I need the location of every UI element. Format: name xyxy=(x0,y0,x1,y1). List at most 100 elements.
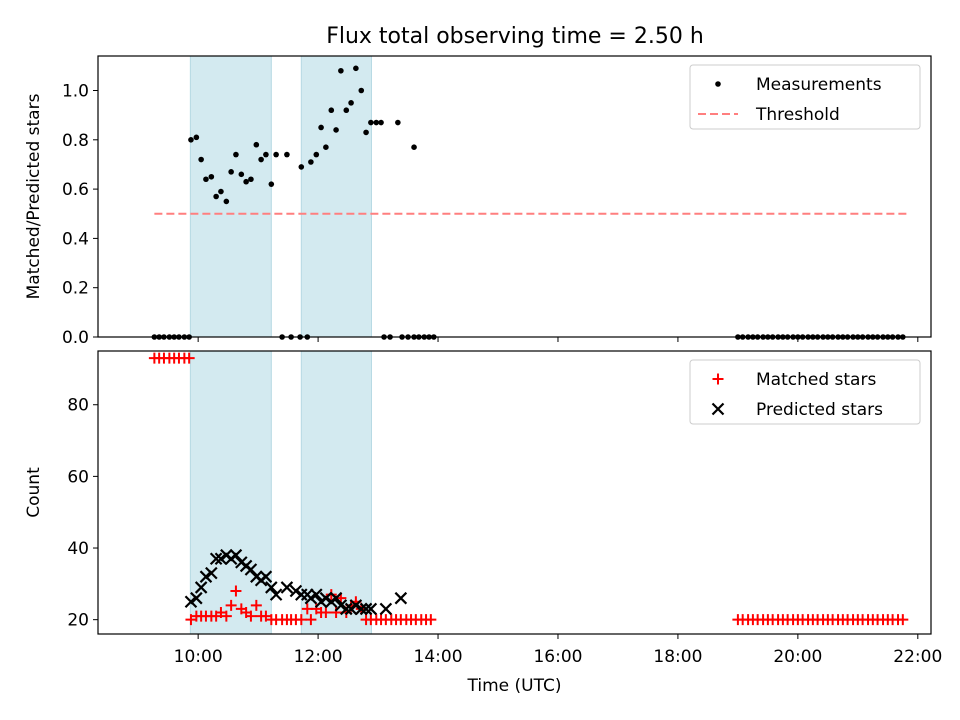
data-point xyxy=(203,176,209,183)
y-tick-label: 20 xyxy=(67,611,89,631)
data-point xyxy=(198,156,204,163)
data-point xyxy=(284,151,290,158)
data-point xyxy=(358,87,365,94)
data-point xyxy=(199,570,213,583)
legend-box xyxy=(689,359,921,425)
data-point xyxy=(263,151,269,158)
data-point xyxy=(244,563,258,576)
legend-label: Threshold xyxy=(755,105,840,125)
data-point xyxy=(411,144,417,151)
data-point xyxy=(245,610,257,622)
data-point xyxy=(373,119,380,126)
data-point xyxy=(364,602,378,616)
data-point xyxy=(229,548,243,562)
data-point xyxy=(218,188,224,195)
data-point xyxy=(194,581,208,594)
data-point xyxy=(273,151,279,158)
data-point xyxy=(318,124,324,131)
data-point xyxy=(378,119,384,126)
axes-frame xyxy=(97,55,932,338)
data-point xyxy=(359,602,373,616)
y-axis-label: Matched/Predicted stars xyxy=(24,93,44,299)
data-point xyxy=(334,599,348,612)
legend: Measurements Threshold xyxy=(689,64,921,130)
shaded-window-2 xyxy=(300,55,372,338)
legend-box xyxy=(689,64,921,130)
x-tick-label: 22:00 xyxy=(893,647,942,667)
data-point xyxy=(329,591,343,605)
y-tick-label: 60 xyxy=(67,467,89,487)
data-point xyxy=(305,614,317,626)
data-point xyxy=(338,67,344,74)
data-point xyxy=(395,119,401,126)
data-point xyxy=(308,159,314,165)
legend-label: Matched stars xyxy=(756,370,876,390)
data-point xyxy=(248,176,254,183)
series-matched-stars xyxy=(148,352,909,626)
x-tick-label: 20:00 xyxy=(773,647,822,667)
data-point xyxy=(183,352,195,364)
bottom-panel: 20 40 60 80 10:00 12:00 14:00 16:00 18:00 20:00 22… xyxy=(24,350,942,696)
data-point xyxy=(348,100,354,106)
data-point xyxy=(243,178,249,185)
y-tick-label: 0.6 xyxy=(62,180,89,200)
data-point xyxy=(230,585,242,597)
top-panel: 0.0 0.2 0.4 0.6 0.8 1.0 Matched/Predicted star… xyxy=(24,55,932,348)
data-point xyxy=(298,164,305,170)
x-axis-label: Time (UTC) xyxy=(467,676,562,696)
data-point xyxy=(349,599,363,612)
shaded-window-1 xyxy=(189,55,272,338)
data-point xyxy=(193,134,200,141)
data-point xyxy=(280,581,294,594)
data-point xyxy=(319,591,333,605)
data-point xyxy=(379,602,393,616)
data-point xyxy=(258,156,264,163)
y-tick-label: 0.8 xyxy=(62,131,89,151)
data-point xyxy=(289,584,303,598)
data-point xyxy=(233,151,239,158)
legend-marker xyxy=(711,402,725,416)
x-tick-label: 16:00 xyxy=(533,647,582,667)
data-point xyxy=(208,173,215,180)
data-point xyxy=(259,570,273,583)
data-point xyxy=(368,119,374,126)
x-tick-label: 10:00 xyxy=(174,647,223,667)
y-tick-label: 40 xyxy=(67,539,89,559)
y-tick-label: 1.0 xyxy=(62,82,89,102)
legend: Matched stars Predicted stars xyxy=(689,359,921,425)
data-point xyxy=(394,591,408,605)
data-point xyxy=(190,591,203,605)
series-predicted-stars xyxy=(184,548,408,616)
data-point xyxy=(320,607,332,619)
x-tick-label: 14:00 xyxy=(414,647,463,667)
data-point xyxy=(313,151,320,158)
data-point xyxy=(343,107,350,114)
x-tick-label: 18:00 xyxy=(653,647,702,667)
data-point xyxy=(188,137,194,143)
data-point xyxy=(310,588,323,601)
y-tick-label: 80 xyxy=(67,396,89,416)
shaded-window-2 xyxy=(300,350,372,635)
data-point xyxy=(354,602,368,616)
legend-marker xyxy=(712,373,724,385)
data-point xyxy=(209,552,223,566)
axes-frame xyxy=(97,350,932,635)
data-point xyxy=(213,193,219,200)
y-tick-label: 0.4 xyxy=(62,229,89,249)
data-point xyxy=(323,144,329,151)
y-axis-label: Count xyxy=(24,467,44,518)
data-point xyxy=(269,588,283,601)
legend-label: Measurements xyxy=(756,75,882,95)
data-point xyxy=(425,614,437,626)
data-point xyxy=(265,581,278,594)
legend-marker xyxy=(715,81,721,87)
data-point xyxy=(333,127,339,133)
chart-title: Flux total observing time = 2.50 h xyxy=(326,24,704,49)
data-point xyxy=(228,169,234,175)
y-tick-label: 0.2 xyxy=(62,279,89,299)
data-point xyxy=(897,614,909,626)
data-point xyxy=(363,129,369,136)
y-tick-label: 0.0 xyxy=(62,328,89,348)
data-point xyxy=(223,198,230,205)
